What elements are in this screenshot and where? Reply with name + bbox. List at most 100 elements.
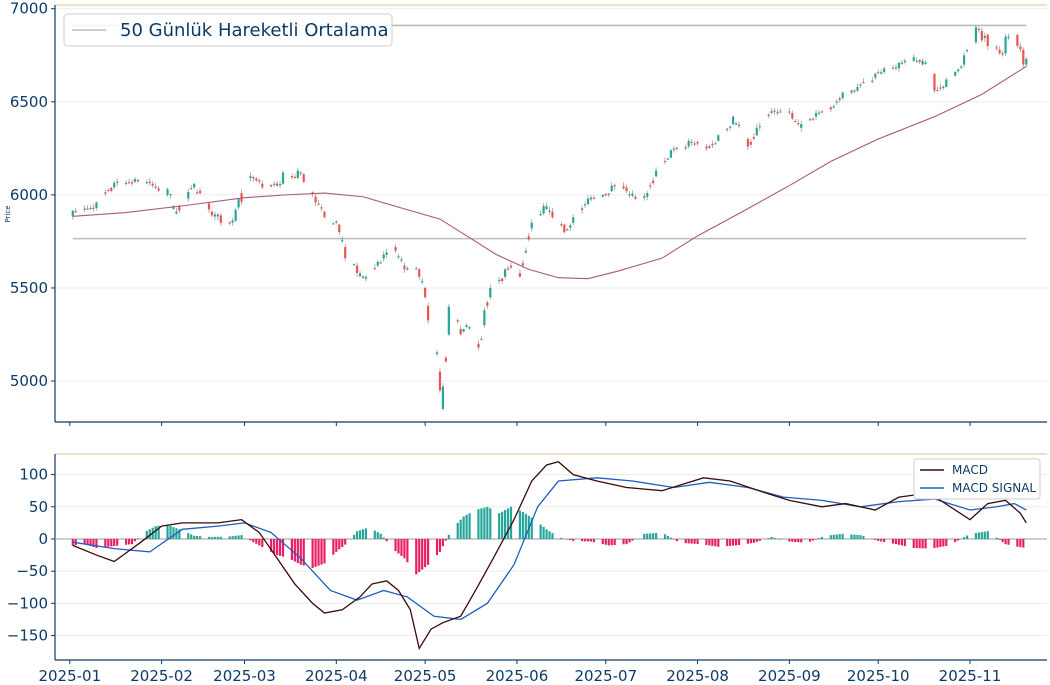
candle-body-up [361, 276, 365, 278]
histogram-bar-negative [877, 538, 880, 541]
candle-body-up [583, 204, 587, 206]
candle-body-up [643, 196, 646, 198]
candle-body-down [527, 236, 530, 240]
macd-y-tick-label: −150 [7, 627, 48, 645]
macd-y-tick-label: 50 [29, 498, 48, 516]
candle-body-up [1007, 36, 1010, 38]
histogram-bar-negative [732, 538, 735, 546]
candle-body-down [820, 111, 824, 113]
histogram-bar-negative [880, 538, 883, 542]
histogram-bar-positive [136, 538, 140, 539]
candle-body-down [373, 268, 376, 270]
candle-body-up [669, 150, 673, 158]
histogram-bar-negative [249, 538, 252, 541]
macd-line [72, 461, 1027, 651]
histogram-bar-negative [323, 538, 326, 564]
candle-body-down [634, 196, 637, 199]
histogram-bar-negative [622, 538, 625, 545]
candle-body-down [791, 112, 794, 119]
histogram-bar-negative [1004, 538, 1007, 545]
candle-body-up [734, 123, 738, 125]
candle-body-down [323, 211, 326, 218]
macd-legend: MACD MACD SIGNAL [913, 458, 1041, 500]
candle-body-up [352, 264, 356, 266]
histogram-bar-positive [468, 513, 471, 539]
candle-body-up [586, 198, 590, 205]
candle-body-up [299, 172, 302, 174]
candle-body-down [797, 123, 800, 125]
histogram-bar-positive [542, 526, 545, 539]
histogram-bar-positive [355, 531, 359, 539]
histogram-bar-negative [261, 538, 264, 548]
histogram-bar-negative [696, 538, 699, 544]
histogram-bar-positive [548, 531, 551, 539]
histogram-bar-positive [820, 536, 824, 539]
candle-body-down [986, 34, 989, 46]
histogram-bar-negative [133, 538, 137, 542]
candle-body-down [939, 87, 942, 89]
candle-body-up [924, 62, 927, 64]
candle-body-down [737, 124, 741, 126]
candle-body-up [655, 170, 658, 177]
histogram-bar-negative [891, 538, 895, 544]
histogram-bar-negative [915, 538, 918, 549]
macd-x-tick-label: 2025-04 [305, 667, 368, 685]
candle-body-down [693, 143, 696, 145]
histogram-bar-negative [275, 538, 279, 556]
candle-body-down [320, 207, 323, 209]
candle-body-up [335, 221, 338, 223]
histogram-bar-positive [663, 534, 667, 539]
macd-y-tick-label: −50 [16, 562, 48, 580]
macd-y-tick-label: 0 [38, 530, 48, 548]
histogram-bar-negative [1016, 538, 1019, 547]
histogram-bar-negative [314, 538, 317, 567]
histogram-bar-negative [811, 538, 815, 541]
candle-body-down [196, 192, 199, 194]
candle-body-down [663, 160, 667, 163]
histogram-bar-positive [228, 536, 231, 539]
price-legend-label: 50 Günlük Hareketli Ortalama [120, 20, 388, 41]
candle-body-down [891, 67, 895, 69]
histogram-bar-positive [154, 526, 157, 539]
candle-body-down [776, 112, 779, 114]
histogram-bar-negative [690, 538, 693, 544]
macd-x-tick-label: 2025-05 [394, 667, 457, 685]
candle-body-up [894, 67, 898, 69]
histogram-bar-positive [477, 509, 480, 539]
candle-body-down [198, 190, 202, 194]
histogram-bar-positive [974, 532, 978, 539]
histogram-bar-negative [110, 538, 113, 547]
candle-body-down [219, 215, 222, 223]
histogram-bar-negative [788, 538, 791, 542]
candle-body-down [157, 188, 160, 191]
candle-body-down [675, 147, 678, 150]
histogram-bar-positive [983, 531, 986, 539]
histogram-bar-negative [779, 538, 782, 540]
price-y-tick-label: 6000 [10, 186, 48, 204]
histogram-bar-positive [551, 533, 554, 539]
histogram-bar-positive [207, 536, 211, 539]
candle-body-down [518, 273, 522, 277]
histogram-bar-negative [311, 538, 314, 568]
histogram-bar-negative [737, 538, 741, 545]
candle-body-up [610, 185, 613, 192]
candle-body-down [773, 110, 776, 112]
histogram-bar-positive [213, 536, 217, 539]
candle-body-down [592, 197, 596, 199]
candle-body-up [666, 158, 670, 160]
histogram-bar-positive [817, 538, 821, 539]
histogram-bar-positive [506, 508, 510, 539]
histogram-bar-positive [198, 536, 202, 539]
candle-body-up [962, 55, 966, 65]
histogram-bar-negative [418, 538, 421, 572]
histogram-bar-negative [335, 538, 338, 552]
candle-body-up [921, 60, 924, 65]
histogram-bar-positive [166, 524, 169, 539]
histogram-bar-negative [607, 538, 610, 546]
candle-body-up [1004, 36, 1007, 54]
histogram-bar-negative [604, 538, 607, 545]
candle-body-down [853, 90, 856, 92]
candle-body-up [447, 306, 450, 335]
histogram-bar-positive [530, 517, 533, 539]
candle-body-down [338, 224, 341, 233]
